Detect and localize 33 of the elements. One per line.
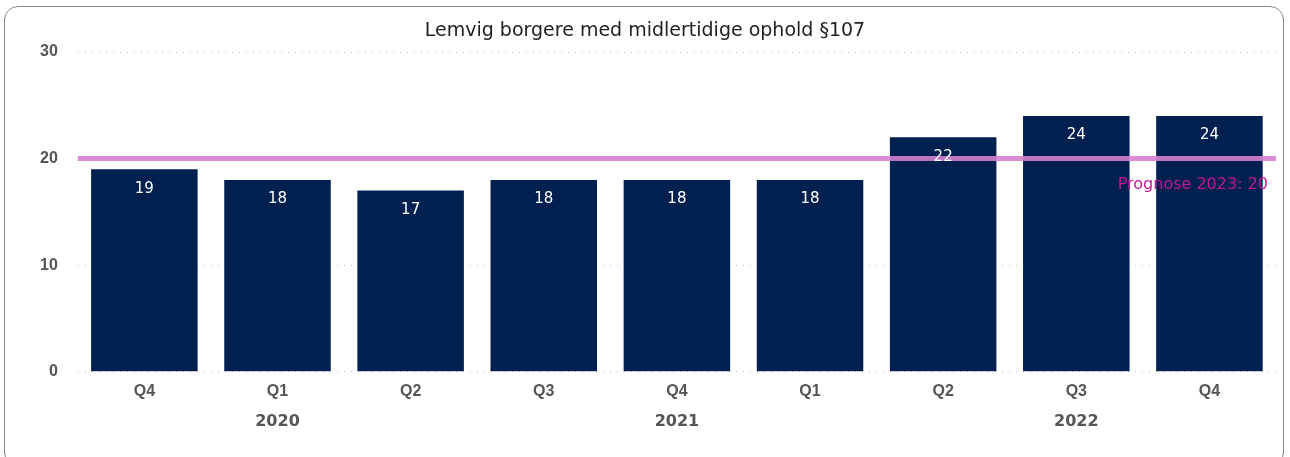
bar — [490, 179, 598, 372]
x-tick-label: Q2 — [399, 381, 422, 399]
x-tick-label: Q3 — [1065, 381, 1088, 399]
text: 2021 — [654, 411, 700, 431]
y-tick-label: 0 — [48, 362, 58, 380]
bar — [357, 190, 464, 372]
text: 2022 — [1054, 411, 1099, 431]
x-tick-label: Q1 — [799, 381, 821, 399]
x-tick-label: Q4 — [1198, 381, 1221, 399]
x-tick-label: Q3 — [533, 381, 555, 399]
chart-title: Lemvig borgere med midlertidige ophold §107 — [423, 18, 867, 40]
data-label: 24 — [1066, 125, 1086, 144]
data-label: 18 — [534, 189, 554, 208]
data-label: 18 — [267, 189, 288, 208]
bar — [91, 169, 198, 372]
x-tick-label: Q2 — [932, 381, 954, 399]
y-tick-label: 30 — [40, 42, 58, 60]
bar — [623, 179, 731, 372]
x-tick-label: Q4 — [666, 381, 688, 399]
text: 2020 — [255, 411, 300, 431]
bar — [224, 179, 331, 372]
data-label: 22 — [933, 146, 953, 165]
x-tick-label: Q1 — [266, 381, 289, 399]
y-tick-label: 10 — [40, 255, 58, 273]
data-label: 18 — [667, 189, 687, 208]
x-tick-label: Q4 — [133, 381, 156, 399]
data-label: 24 — [1199, 125, 1219, 144]
data-label: 17 — [401, 199, 421, 218]
y-tick-label: 20 — [40, 149, 58, 167]
data-label: 18 — [800, 189, 820, 208]
bar — [756, 179, 864, 372]
bar — [889, 137, 997, 372]
data-label: 19 — [134, 178, 154, 197]
